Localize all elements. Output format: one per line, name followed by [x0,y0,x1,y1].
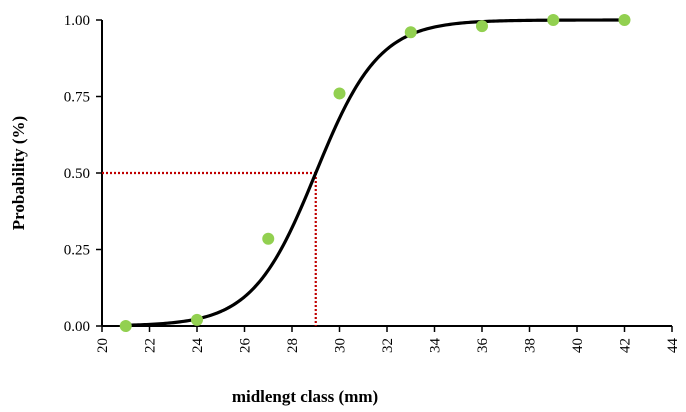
x-tick-label: 44 [665,338,681,354]
data-point [191,313,203,326]
x-tick-label: 22 [143,338,159,353]
y-tick-label: 0.50 [64,166,90,182]
y-axis-ticks: 0.00 0.25 0.50 0.75 1.00 [64,13,102,335]
x-tick-label: 32 [380,338,396,353]
x-tick-label: 24 [190,338,206,354]
y-tick-label: 0.75 [64,90,90,106]
data-point [119,320,132,332]
x-tick-label: 20 [95,338,111,353]
x-tick-label: 42 [618,338,634,353]
x-tick-label: 38 [523,338,539,353]
x-tick-label: 26 [238,338,254,354]
x-axis-ticks: 20 22 24 26 28 30 32 34 36 38 40 42 44 [95,326,681,353]
y-tick-label: 1.00 [64,13,90,29]
fitted-curve-layer [125,18,625,327]
data-point [476,20,488,33]
x-axis-title: midlengt class (mm) [232,387,378,406]
logistic-curve [125,18,625,327]
data-point [404,26,417,39]
data-point [618,14,631,26]
x-tick-label: 28 [285,338,301,353]
x-tick-label: 30 [333,338,349,353]
y-tick-label: 0.25 [64,243,90,259]
y-tick-label: 0.00 [64,319,90,335]
data-point [333,87,346,100]
data-point [547,14,560,26]
data-points [119,14,631,332]
x-tick-label: 40 [570,338,586,353]
x-tick-label: 34 [428,338,444,354]
y-axis-title: Probability (%) [9,116,28,230]
reference-lines [102,171,317,326]
x-tick-label: 36 [475,338,491,354]
data-point [262,232,275,245]
